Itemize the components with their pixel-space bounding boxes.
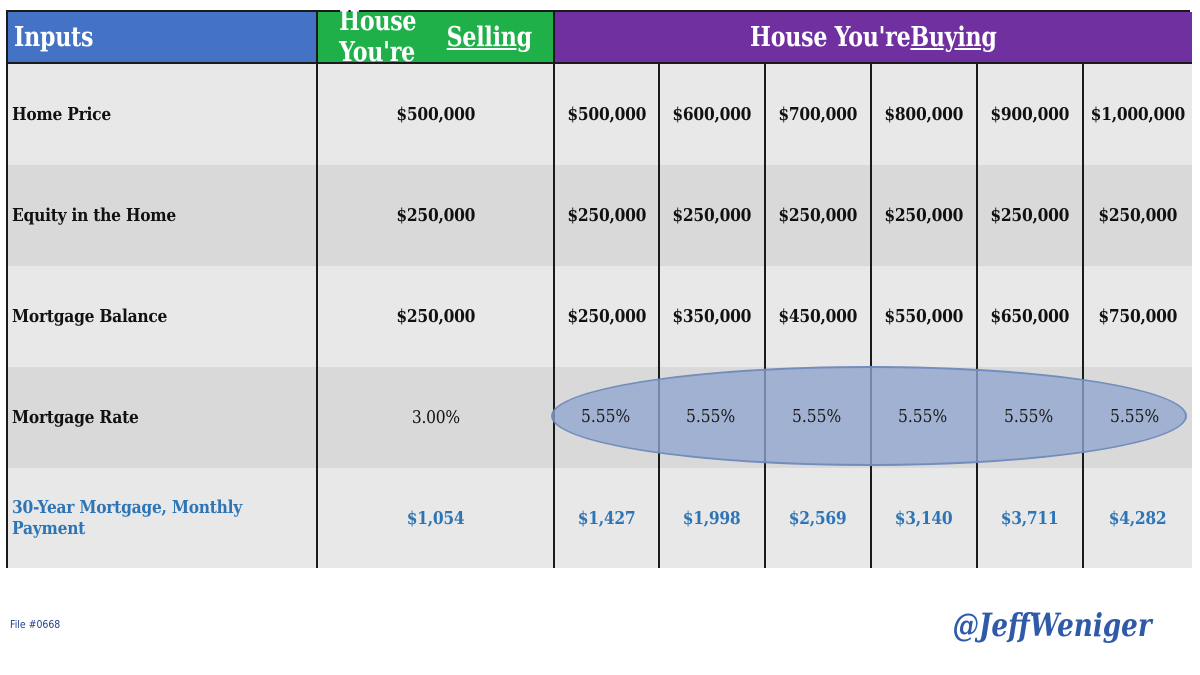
table-cell: $250,000 bbox=[396, 306, 475, 327]
buying-mortgage-balance-5: $650,000 bbox=[976, 266, 1082, 367]
rate-value: 5.55% bbox=[580, 405, 631, 427]
table-cell: $1,427 bbox=[577, 507, 636, 529]
table-cell: $2,569 bbox=[789, 507, 847, 529]
table-cell: $3,711 bbox=[1001, 507, 1059, 529]
table-cell: $650,000 bbox=[990, 306, 1070, 327]
table-cell: $250,000 bbox=[567, 205, 646, 226]
row-label-mortgage-rate: Mortgage Rate bbox=[8, 367, 316, 468]
rate-value: 5.55% bbox=[1110, 405, 1160, 427]
selling-equity: $250,000 bbox=[316, 165, 553, 266]
buying-home-price-4: $800,000 bbox=[870, 64, 976, 165]
rate-value: 5.55% bbox=[792, 405, 842, 427]
header-inputs: Inputs bbox=[8, 12, 316, 64]
table-cell: $1,054 bbox=[406, 507, 465, 529]
header-buying-word: Buying bbox=[910, 21, 997, 53]
rate-value: 5.55% bbox=[686, 405, 736, 427]
buying-monthly-payment-5: $3,711 bbox=[976, 468, 1082, 568]
buying-equity-6: $250,000 bbox=[1082, 165, 1192, 266]
table-cell: $1,000,000 bbox=[1090, 104, 1186, 125]
row-label-mortgage-balance: Mortgage Balance bbox=[8, 266, 316, 367]
rate-value: 5.55% bbox=[1004, 405, 1054, 427]
buying-home-price-3: $700,000 bbox=[764, 64, 870, 165]
buying-mortgage-rate-5: 5.55% bbox=[976, 366, 1082, 466]
table-cell: $700,000 bbox=[778, 104, 858, 125]
header-selling-label: House You're Selling bbox=[339, 6, 532, 68]
header-inputs-label: Inputs bbox=[14, 21, 94, 53]
buying-mortgage-rate-3: 5.55% bbox=[764, 366, 870, 466]
buying-mortgage-balance-3: $450,000 bbox=[764, 266, 870, 367]
table-cell: $600,000 bbox=[672, 104, 752, 125]
table-cell: $250,000 bbox=[1098, 205, 1178, 226]
buying-monthly-payment-4: $3,140 bbox=[870, 468, 976, 568]
buying-home-price-6: $1,000,000 bbox=[1082, 64, 1192, 165]
buying-mortgage-rate-6: 5.55% bbox=[1082, 366, 1188, 466]
table-cell: $800,000 bbox=[884, 104, 964, 125]
header-selling: House You're Selling bbox=[316, 6, 553, 68]
selling-mortgage-rate: 3.00% bbox=[316, 367, 553, 468]
header-buying-label: House You're Buying bbox=[750, 22, 997, 53]
row-label-home-price: Home Price bbox=[8, 64, 316, 165]
table-cell: $4,282 bbox=[1109, 507, 1167, 529]
buying-mortgage-rate-4: 5.55% bbox=[870, 366, 976, 466]
header-buying-prefix: House You're bbox=[750, 21, 911, 53]
buying-monthly-payment-2: $1,998 bbox=[658, 468, 764, 568]
buying-mortgage-balance-6: $750,000 bbox=[1082, 266, 1192, 367]
selling-home-price: $500,000 bbox=[316, 64, 553, 165]
row-label-text: Equity in the Home bbox=[12, 205, 177, 226]
table-cell: $3,140 bbox=[895, 507, 953, 529]
buying-equity-1: $250,000 bbox=[553, 165, 658, 266]
buying-equity-2: $250,000 bbox=[658, 165, 764, 266]
selling-mortgage-balance: $250,000 bbox=[316, 266, 553, 367]
buying-mortgage-rate-2: 5.55% bbox=[658, 366, 764, 466]
table-cell: $550,000 bbox=[884, 306, 964, 327]
buying-monthly-payment-6: $4,282 bbox=[1082, 468, 1192, 568]
buying-monthly-payment-3: $2,569 bbox=[764, 468, 870, 568]
row-label-text: Home Price bbox=[12, 104, 111, 125]
buying-home-price-2: $600,000 bbox=[658, 64, 764, 165]
table-cell: 3.00% bbox=[411, 407, 460, 428]
buying-equity-5: $250,000 bbox=[976, 165, 1082, 266]
header-selling-prefix: House You're bbox=[339, 6, 417, 68]
table-cell: $500,000 bbox=[567, 104, 646, 125]
header-buying: House You're Buying bbox=[553, 12, 1192, 64]
row-label-text: 30-Year Mortgage, Monthly Payment bbox=[12, 497, 243, 539]
buying-mortgage-balance-1: $250,000 bbox=[553, 266, 658, 367]
buying-equity-4: $250,000 bbox=[870, 165, 976, 266]
header-selling-word: Selling bbox=[446, 21, 532, 53]
table-cell: $750,000 bbox=[1098, 306, 1178, 327]
buying-home-price-1: $500,000 bbox=[553, 64, 658, 165]
table-cell: $900,000 bbox=[990, 104, 1070, 125]
table-cell: $250,000 bbox=[567, 306, 646, 327]
table-cell: $450,000 bbox=[778, 306, 858, 327]
row-label-monthly-payment: 30-Year Mortgage, Monthly Payment bbox=[8, 468, 316, 568]
row-label-text: Mortgage Rate bbox=[12, 407, 139, 428]
buying-mortgage-rate-1: 5.55% bbox=[553, 366, 658, 466]
table-cell: $500,000 bbox=[396, 104, 475, 125]
table-cell: $250,000 bbox=[672, 205, 752, 226]
buying-mortgage-balance-2: $350,000 bbox=[658, 266, 764, 367]
buying-home-price-5: $900,000 bbox=[976, 64, 1082, 165]
row-label-equity: Equity in the Home bbox=[8, 165, 316, 266]
file-number-label: File #0668 bbox=[10, 618, 61, 631]
row-label-text: Mortgage Balance bbox=[12, 306, 168, 327]
comparison-table: Inputs House You're Selling House You're… bbox=[6, 6, 1192, 568]
buying-monthly-payment-1: $1,427 bbox=[553, 468, 658, 568]
selling-monthly-payment: $1,054 bbox=[316, 468, 553, 568]
table-cell: $250,000 bbox=[990, 205, 1070, 226]
author-handle: @JeffWeniger bbox=[953, 606, 1152, 644]
table-cell: $1,998 bbox=[683, 507, 741, 529]
table-cell: $250,000 bbox=[396, 205, 475, 226]
rate-value: 5.55% bbox=[898, 405, 948, 427]
buying-equity-3: $250,000 bbox=[764, 165, 870, 266]
table-cell: $250,000 bbox=[778, 205, 858, 226]
table-cell: $350,000 bbox=[672, 306, 752, 327]
buying-mortgage-balance-4: $550,000 bbox=[870, 266, 976, 367]
table-cell: $250,000 bbox=[884, 205, 964, 226]
